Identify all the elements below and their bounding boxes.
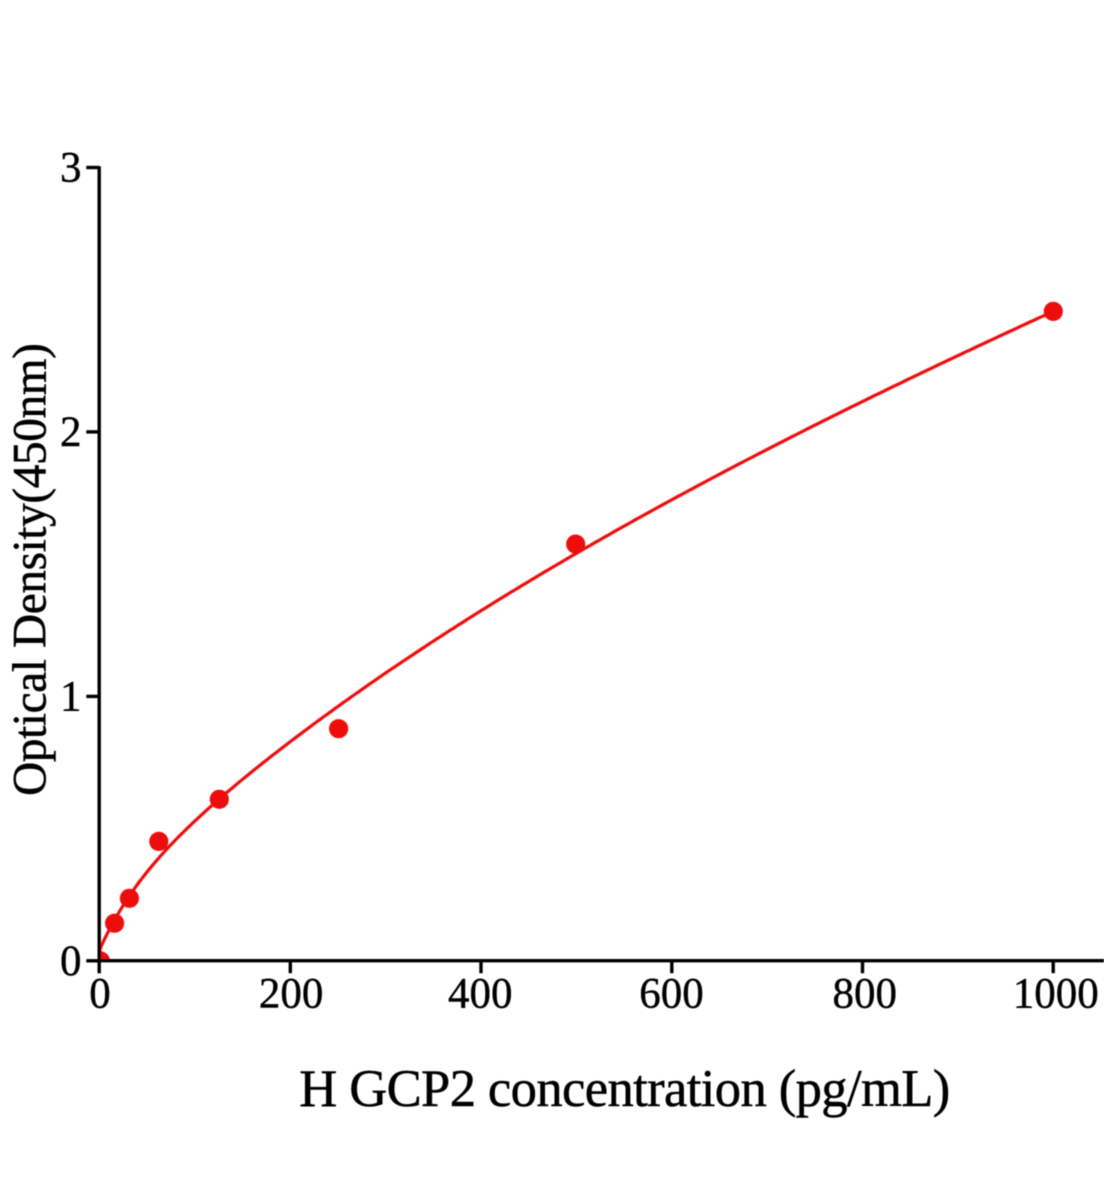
svg-text:Optical Density(450nm): Optical Density(450nm) [5,343,57,796]
svg-text:1: 1 [60,674,82,721]
svg-text:H GCP2 concentration (pg/mL): H GCP2 concentration (pg/mL) [299,1060,950,1118]
svg-text:0: 0 [60,938,82,985]
svg-text:600: 600 [639,971,704,1018]
svg-text:200: 200 [259,971,324,1018]
svg-text:3: 3 [60,145,82,192]
svg-text:400: 400 [448,971,513,1018]
svg-text:800: 800 [832,971,897,1018]
svg-text:2: 2 [60,409,82,456]
svg-text:1000: 1000 [1013,971,1099,1018]
svg-text:0: 0 [89,971,111,1018]
